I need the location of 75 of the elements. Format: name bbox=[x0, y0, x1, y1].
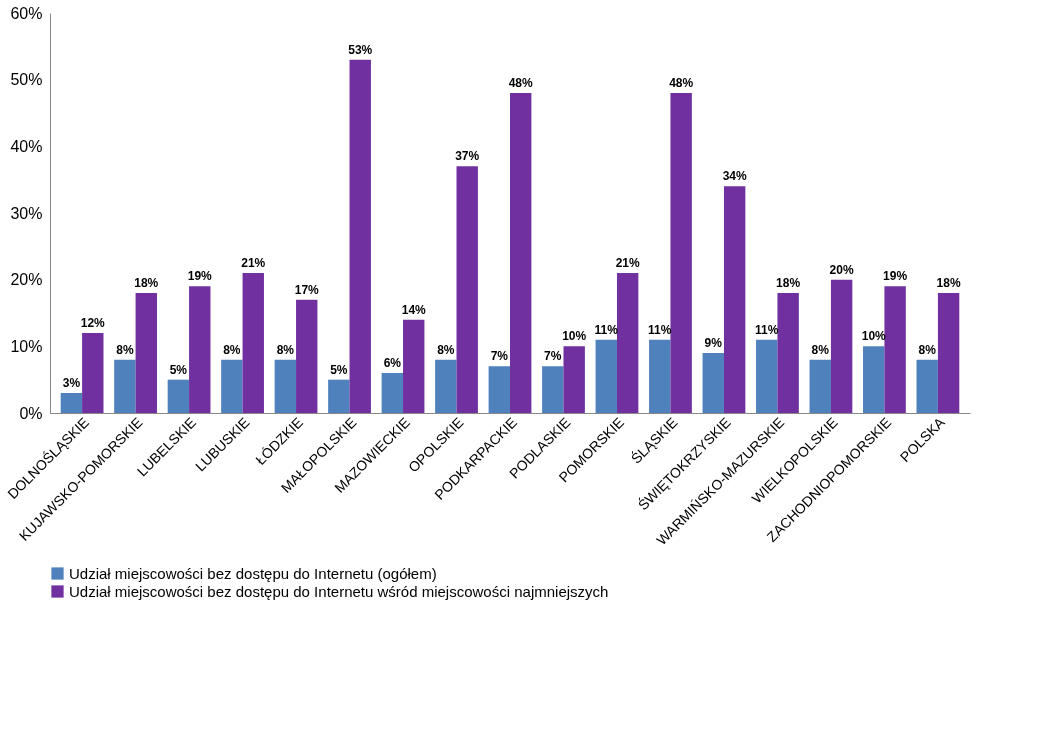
bar bbox=[916, 359, 938, 413]
bar bbox=[328, 379, 350, 413]
bar bbox=[274, 359, 297, 413]
bar bbox=[349, 59, 371, 413]
bar bbox=[595, 339, 617, 413]
data-label: 10% bbox=[562, 329, 587, 344]
data-label: 48% bbox=[669, 76, 694, 90]
bar bbox=[221, 359, 243, 413]
bar bbox=[937, 293, 960, 413]
bar bbox=[60, 393, 83, 413]
bar bbox=[167, 379, 190, 413]
data-label: 19% bbox=[883, 269, 908, 284]
bar bbox=[456, 166, 478, 413]
bar bbox=[863, 346, 885, 413]
y-tick-label: 10% bbox=[10, 337, 43, 355]
y-tick-label: 50% bbox=[10, 71, 43, 89]
data-label: 18% bbox=[936, 276, 961, 290]
data-label: 11% bbox=[755, 322, 779, 337]
bar bbox=[510, 93, 532, 413]
data-label: 37% bbox=[455, 149, 480, 164]
data-label: 5% bbox=[330, 362, 348, 377]
data-label: 7% bbox=[544, 349, 562, 364]
data-label: 5% bbox=[169, 362, 188, 377]
legend-label: Udział miejscowości bez dostępu do Internetu (ogółem) bbox=[69, 564, 437, 582]
data-label: 53% bbox=[348, 42, 373, 57]
bar bbox=[723, 186, 746, 413]
data-label: 7% bbox=[490, 349, 509, 364]
data-label: 21% bbox=[241, 256, 266, 270]
bar bbox=[114, 359, 136, 413]
bar bbox=[488, 366, 510, 413]
data-label: 9% bbox=[704, 336, 723, 350]
bar bbox=[777, 293, 799, 413]
bar bbox=[702, 353, 724, 413]
data-label: 8% bbox=[811, 342, 830, 357]
bar bbox=[242, 273, 264, 413]
bar bbox=[135, 293, 157, 413]
bar bbox=[403, 319, 425, 413]
data-label: 8% bbox=[918, 342, 937, 357]
data-label: 48% bbox=[508, 76, 534, 90]
bar bbox=[189, 286, 211, 413]
y-tick-label: 60% bbox=[10, 4, 43, 22]
data-label: 17% bbox=[294, 282, 320, 297]
bar bbox=[670, 93, 692, 413]
y-tick-label: 30% bbox=[10, 204, 43, 222]
legend-label: Udział miejscowości bez dostępu do Internetu wśród miejscowości najmniejszych bbox=[69, 582, 609, 600]
data-label: 14% bbox=[401, 302, 427, 317]
data-label: 20% bbox=[829, 262, 854, 277]
data-label: 8% bbox=[223, 342, 241, 357]
data-label: 3% bbox=[62, 376, 81, 390]
y-tick-label: 20% bbox=[10, 271, 43, 289]
bar bbox=[884, 286, 906, 413]
data-label: 8% bbox=[437, 342, 455, 357]
data-label: 34% bbox=[722, 169, 747, 184]
bar bbox=[809, 359, 831, 413]
data-label: 19% bbox=[187, 269, 213, 284]
bar bbox=[563, 346, 585, 413]
bar bbox=[756, 339, 778, 413]
data-label: 8% bbox=[116, 342, 134, 357]
bar bbox=[830, 279, 853, 413]
data-label: 8% bbox=[276, 342, 295, 357]
data-label: 18% bbox=[134, 276, 159, 290]
bar bbox=[616, 273, 639, 413]
bar bbox=[381, 373, 404, 413]
bar bbox=[82, 333, 104, 413]
bar bbox=[296, 299, 318, 413]
data-label: 18% bbox=[776, 276, 801, 290]
bar bbox=[542, 366, 564, 413]
data-label: 12% bbox=[80, 316, 106, 330]
data-label: 11% bbox=[648, 322, 672, 337]
y-tick-label: 40% bbox=[10, 137, 43, 155]
data-label: 6% bbox=[383, 356, 402, 370]
data-label: 21% bbox=[615, 256, 641, 270]
bar bbox=[649, 339, 671, 413]
y-tick-label: 0% bbox=[19, 404, 43, 422]
bar bbox=[435, 359, 457, 413]
